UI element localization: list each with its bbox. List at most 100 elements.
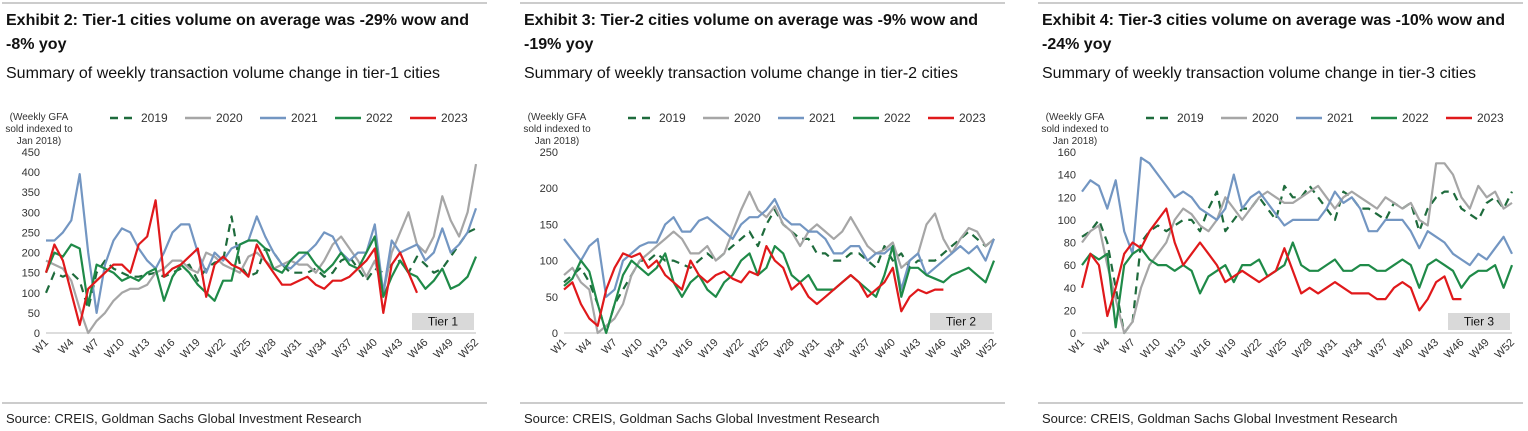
x-tick-label: W34 [823,337,847,361]
annotation-box [930,313,992,330]
x-tick-label: W4 [1092,337,1112,357]
legend-label: 2020 [734,111,761,125]
x-tick-label: W25 [229,337,253,361]
chart-title: Exhibit 2: Tier-1 cities volume on avera… [6,12,469,53]
series-line [45,163,478,335]
annotation-box [412,313,474,330]
y-tick-label: 80 [1064,238,1076,250]
legend-label: 2022 [884,111,911,125]
x-tick-label: W52 [457,337,481,361]
x-tick-label: W37 [330,337,354,361]
x-tick-label: W13 [646,337,670,361]
legend-label: 2020 [1252,111,1279,125]
series-line [1081,162,1513,335]
y-tick-label: 150 [540,219,558,231]
y-tick-label: 400 [22,167,40,179]
y-tick-label: 0 [552,328,558,340]
y-tick-label: 50 [28,308,40,320]
y-tick-label: 20 [1064,305,1076,317]
x-tick-label: W7 [82,337,102,357]
series-line [563,198,996,298]
legend-label: 2022 [366,111,393,125]
source-note: Source: CREIS, Goldman Sachs Global Inve… [524,411,880,426]
y-tick-label: 60 [1064,260,1076,272]
annotation: Tier 1 [428,315,459,329]
series-line [46,173,478,314]
x-tick-label: W19 [178,337,202,361]
x-tick-label: W7 [1118,337,1138,357]
legend-label: 2019 [659,111,686,125]
y-tick-label: 140 [1058,170,1076,182]
x-tick-label: W49 [949,337,973,361]
chart-subtitle: Summary of weekly transaction volume cha… [6,65,440,82]
chart-title: Exhibit 3: Tier-2 cities volume on avera… [524,12,979,53]
series-line [1081,156,1513,267]
x-tick-label: W40 [355,337,379,361]
y-tick-label: 100 [540,256,558,268]
x-tick-label: W49 [1467,337,1491,361]
legend-label: 2021 [291,111,318,125]
annotation-box [1448,313,1510,330]
x-tick-label: W4 [574,337,594,357]
x-tick-label: W16 [1189,337,1213,361]
x-tick-label: W10 [621,337,645,361]
series-line [1080,207,1462,318]
series-line [44,199,419,327]
series-line [1081,241,1514,329]
x-tick-label: W25 [1265,337,1289,361]
x-tick-label: W7 [600,337,620,357]
y-tick-label: 0 [34,328,40,340]
x-tick-label: W28 [254,337,278,361]
y-tick-label: 200 [22,248,40,260]
series-line [563,245,996,335]
y-tick-label: 100 [22,288,40,300]
series-line [563,208,995,335]
x-tick-label: W16 [153,337,177,361]
y-tick-label: 0 [1070,328,1076,340]
x-tick-label: W25 [747,337,771,361]
legend-label: 2023 [441,111,468,125]
y-tick-label: 40 [1064,283,1076,295]
x-tick-label: W37 [1366,337,1390,361]
x-tick-label: W13 [1164,337,1188,361]
x-tick-label: W31 [280,337,304,361]
chart-title: Exhibit 4: Tier-3 cities volume on avera… [1042,12,1505,53]
x-tick-label: W40 [873,337,897,361]
x-tick-label: W43 [1417,337,1441,361]
y-tick-label: 250 [540,147,558,159]
series-line [1081,184,1513,335]
x-tick-label: W34 [1341,337,1365,361]
source-note: Source: CREIS, Goldman Sachs Global Inve… [1042,411,1398,426]
y-tick-label: 450 [22,147,40,159]
y-axis-label: (Weekly GFA sold indexed to Jan 2018) [523,112,591,147]
x-tick-label: W4 [56,337,76,357]
x-tick-label: W34 [305,337,329,361]
x-tick-label: W10 [1139,337,1163,361]
series-line [563,245,944,327]
x-tick-label: W43 [899,337,923,361]
y-tick-label: 150 [22,268,40,280]
x-tick-label: W46 [924,337,948,361]
x-tick-label: W19 [1214,337,1238,361]
y-tick-label: 100 [1058,215,1076,227]
y-axis-label: (Weekly GFA sold indexed to Jan 2018) [1041,112,1109,147]
x-tick-label: W31 [798,337,822,361]
x-tick-label: W49 [431,337,455,361]
y-axis-label: (Weekly GFA sold indexed to Jan 2018) [5,112,73,147]
x-tick-label: W31 [1316,337,1340,361]
x-tick-label: W22 [722,337,746,361]
x-tick-label: W46 [406,337,430,361]
legend-label: 2019 [141,111,168,125]
legend-label: 2022 [1402,111,1429,125]
series-line [44,235,478,306]
y-tick-label: 250 [22,227,40,239]
y-tick-label: 300 [22,207,40,219]
x-tick-label: W52 [975,337,999,361]
y-tick-label: 350 [22,187,40,199]
x-tick-label: W22 [204,337,228,361]
chart-subtitle: Summary of weekly transaction volume cha… [524,65,958,82]
x-tick-label: W22 [1240,337,1264,361]
x-tick-label: W13 [128,337,152,361]
